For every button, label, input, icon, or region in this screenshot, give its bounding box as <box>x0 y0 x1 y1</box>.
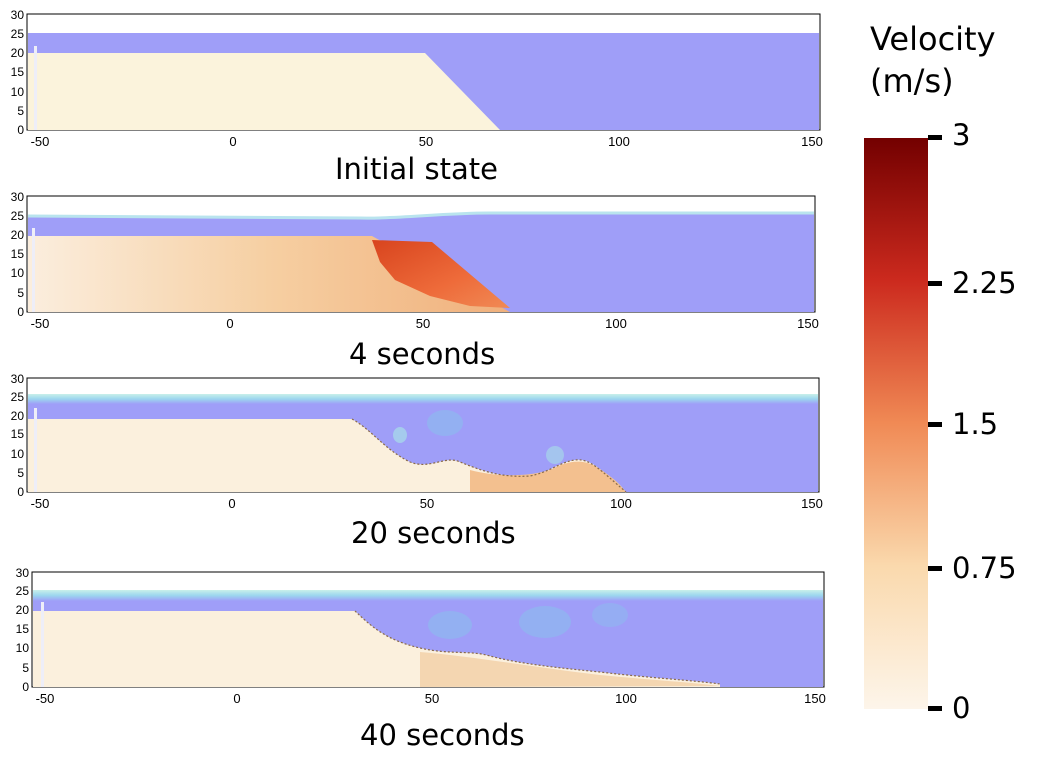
x-tick: 50 <box>419 134 433 149</box>
y-tick: 0 <box>17 305 24 319</box>
y-tick: 25 <box>11 27 25 41</box>
y-tick: 5 <box>17 104 24 118</box>
water-body <box>33 595 823 687</box>
colorbar-tick-label: 0.75 <box>952 551 1017 585</box>
y-tick: 20 <box>11 228 25 242</box>
y-tick: 5 <box>17 286 24 300</box>
sediment-front <box>470 461 626 492</box>
y-tick: 0 <box>22 680 29 694</box>
vortex <box>592 603 628 627</box>
y-tick: 20 <box>11 46 25 60</box>
colorbar-title: Velocity (m/s) <box>870 18 996 102</box>
x-tick: 0 <box>228 496 235 511</box>
sediment-body <box>28 236 510 312</box>
wall-marker <box>34 46 37 130</box>
velocity-colorbar <box>864 135 942 711</box>
water-body <box>28 33 819 130</box>
x-tick: 150 <box>801 134 823 149</box>
y-tick: 20 <box>16 603 30 617</box>
y-tick: 0 <box>17 485 24 499</box>
y-tick: 25 <box>11 209 25 223</box>
colorbar-tick <box>928 135 942 140</box>
y-tick: 30 <box>11 8 25 22</box>
y-tick: 15 <box>16 622 30 636</box>
vortex <box>546 446 564 464</box>
x-tick: 100 <box>610 496 632 511</box>
y-tick: 5 <box>17 466 24 480</box>
y-tick: 25 <box>11 390 25 404</box>
y-tick: 10 <box>11 85 25 99</box>
y-tick: 15 <box>11 65 25 79</box>
water-body <box>28 398 818 492</box>
wall-marker <box>32 228 35 312</box>
colorbar-tick <box>928 566 942 571</box>
sediment-edge <box>354 610 721 685</box>
plot-40-seconds: 0 5 10 15 20 25 30 -50 0 50 100 150 <box>16 566 826 706</box>
colorbar-title-line1: Velocity <box>870 20 996 58</box>
sediment-front <box>420 652 720 687</box>
sediment-body <box>28 419 626 492</box>
x-tick: 0 <box>229 134 236 149</box>
vortex <box>427 410 463 436</box>
x-tick: 50 <box>416 316 430 331</box>
y-tick: 20 <box>11 409 25 423</box>
x-tick: -50 <box>31 134 50 149</box>
y-tick: 30 <box>11 190 25 204</box>
sliding-sediment <box>372 240 510 308</box>
x-tick: 150 <box>797 316 819 331</box>
caption-4-seconds: 4 seconds <box>349 337 496 371</box>
x-tick: 150 <box>804 691 826 706</box>
x-tick: 100 <box>608 134 630 149</box>
sediment-body <box>28 53 500 130</box>
sediment-edge <box>351 418 627 493</box>
water-surface <box>28 394 818 404</box>
x-tick: -50 <box>31 496 50 511</box>
colorbar-tick-label: 1.5 <box>952 407 999 441</box>
y-tick: 30 <box>11 372 25 386</box>
caption-40-seconds: 40 seconds <box>360 718 525 752</box>
water-body <box>28 214 814 312</box>
x-tick: 0 <box>226 316 233 331</box>
y-tick: 30 <box>16 566 30 580</box>
y-tick: 5 <box>22 661 29 675</box>
x-tick: -50 <box>31 316 50 331</box>
x-tick: 50 <box>425 691 439 706</box>
plot-20-seconds: 0 5 10 15 20 25 30 -50 0 50 100 150 <box>11 372 823 511</box>
water-surface <box>27 211 814 220</box>
x-tick: 150 <box>801 496 823 511</box>
colorbar-tick <box>928 281 942 286</box>
x-tick: 100 <box>605 316 627 331</box>
y-tick: 10 <box>11 266 25 280</box>
caption-20-seconds: 20 seconds <box>351 516 516 550</box>
colorbar-tick-label: 3 <box>952 118 971 152</box>
x-tick: 100 <box>615 691 637 706</box>
wall-marker <box>41 602 44 687</box>
y-tick: 10 <box>11 447 25 461</box>
y-tick: 15 <box>11 247 25 261</box>
wall-marker <box>34 408 37 492</box>
colorbar-tick-label: 2.25 <box>952 266 1017 300</box>
water-surface <box>33 590 823 601</box>
colorbar-tick-label: 0 <box>952 691 971 725</box>
colorbar-tick <box>928 422 942 427</box>
x-tick: 50 <box>420 496 434 511</box>
plot-initial-state: 0 5 10 15 20 25 30 -50 0 50 100 150 <box>11 8 823 149</box>
plot-4-seconds: 0 5 10 15 20 25 30 -50 0 50 100 150 <box>11 190 819 331</box>
vortex <box>428 611 472 639</box>
x-tick: 0 <box>233 691 240 706</box>
colorbar-tick <box>928 706 942 711</box>
sediment-body <box>33 611 720 687</box>
vortex <box>519 606 571 638</box>
colorbar-title-line2: (m/s) <box>870 62 954 100</box>
x-tick: -50 <box>36 691 55 706</box>
y-tick: 25 <box>16 584 30 598</box>
colorbar-gradient <box>864 138 928 709</box>
y-tick: 10 <box>16 641 30 655</box>
vortex <box>393 427 407 443</box>
y-tick: 0 <box>17 123 24 137</box>
y-tick: 15 <box>11 427 25 441</box>
caption-initial-state: Initial state <box>335 152 498 186</box>
